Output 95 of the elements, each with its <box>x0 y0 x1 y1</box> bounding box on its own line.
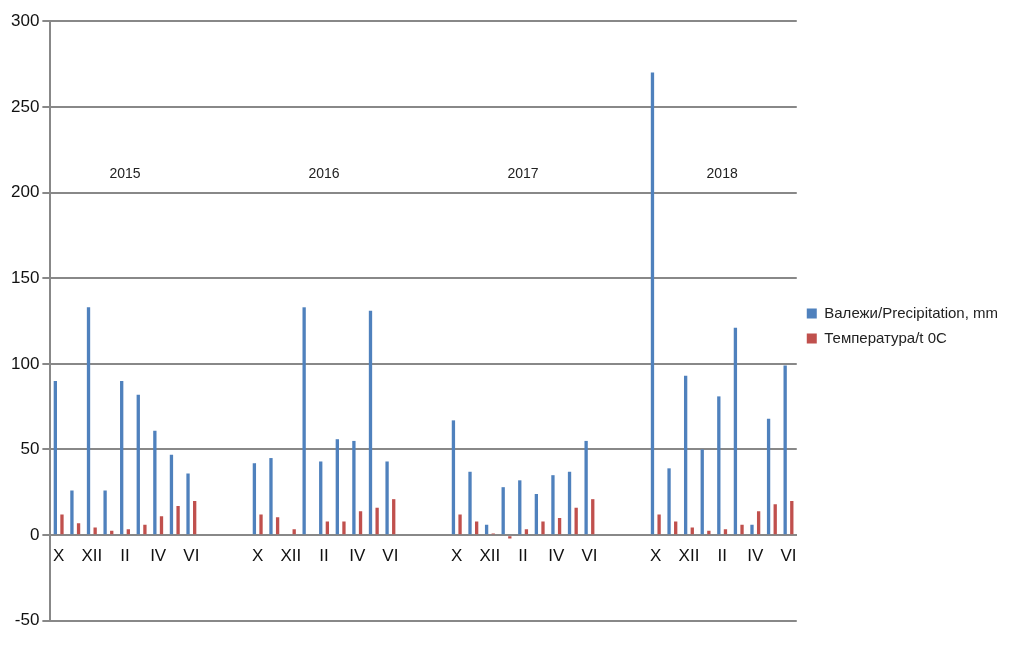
bar <box>541 521 545 535</box>
bar <box>474 521 479 535</box>
bar <box>451 420 456 535</box>
bar <box>76 523 81 535</box>
x-tick-label: IV <box>747 546 764 566</box>
y-tick-label: 0 <box>29 524 40 544</box>
bar <box>740 524 744 535</box>
bar <box>53 380 57 535</box>
bar <box>325 521 330 535</box>
x-tick-label: XII <box>678 546 700 566</box>
bar <box>269 458 273 535</box>
bar <box>717 396 721 535</box>
x-tick-label: VI <box>382 546 399 566</box>
bar <box>392 499 396 535</box>
bar <box>252 463 257 535</box>
x-tick-label: IV <box>150 546 167 566</box>
bar <box>136 394 140 535</box>
bar <box>302 307 306 535</box>
x-tick-label: X <box>52 546 65 566</box>
bar <box>790 500 794 535</box>
bar <box>584 440 588 535</box>
y-tick-label: 300 <box>10 10 40 30</box>
bar <box>657 514 661 535</box>
legend-label: Валежи/Precipitation, mm <box>824 303 999 321</box>
x-tick-label: X <box>451 546 463 566</box>
bar <box>143 524 147 535</box>
bar <box>567 471 572 535</box>
bar <box>368 310 373 535</box>
x-tick-label: II <box>319 546 329 566</box>
bar <box>534 494 539 535</box>
x-tick-label: II <box>518 546 528 566</box>
bar <box>766 418 771 535</box>
bar <box>193 500 197 535</box>
bar <box>458 514 462 535</box>
y-tick-label: 100 <box>10 353 40 373</box>
bar <box>707 530 711 535</box>
bar <box>159 516 164 535</box>
bar <box>733 327 738 535</box>
annotation: 2016 <box>308 164 340 181</box>
y-tick-label: 250 <box>10 96 40 116</box>
bar <box>319 461 323 535</box>
bar <box>375 507 379 535</box>
bar <box>468 471 472 535</box>
legend-label: Температура/t 0C <box>824 328 947 346</box>
x-tick-label: VI <box>183 546 200 566</box>
x-tick-label: XII <box>479 546 501 566</box>
annotation: 2015 <box>109 164 141 181</box>
bar <box>259 514 263 535</box>
bar <box>385 461 389 535</box>
x-tick-label: X <box>650 546 662 566</box>
bar <box>591 499 595 535</box>
bar <box>667 468 671 535</box>
bar <box>674 521 678 535</box>
bar <box>93 527 97 535</box>
bar <box>683 375 688 535</box>
y-tick-label: 50 <box>20 439 40 459</box>
y-tick-label: 200 <box>10 182 40 202</box>
bar <box>352 440 356 535</box>
bar <box>750 524 754 535</box>
bar <box>120 380 124 535</box>
x-tick-label: II <box>120 546 130 566</box>
bar <box>169 454 174 535</box>
x-tick-label: II <box>717 546 727 566</box>
y-tick-label: -50 <box>14 610 40 630</box>
bar <box>186 473 190 535</box>
bar <box>103 490 107 535</box>
bar <box>86 307 91 535</box>
bar <box>501 487 505 535</box>
x-tick-label: X <box>252 546 264 566</box>
x-tick-label: VI <box>780 546 797 566</box>
bar <box>70 490 74 535</box>
annotation: 2017 <box>507 164 539 181</box>
bar <box>783 365 787 535</box>
bar <box>700 449 704 535</box>
bar <box>773 504 777 535</box>
bar <box>358 511 363 535</box>
x-tick-label: XII <box>81 546 103 566</box>
x-tick-label: VI <box>581 546 598 566</box>
x-tick-label: IV <box>349 546 366 566</box>
y-tick-label: 150 <box>10 267 40 287</box>
bar <box>176 506 180 535</box>
annotation: 2018 <box>706 164 738 181</box>
bar <box>342 521 346 535</box>
bar <box>60 514 64 535</box>
x-tick-label: XII <box>280 546 302 566</box>
bar <box>335 439 339 535</box>
bar <box>756 511 761 535</box>
bar <box>690 527 694 535</box>
bar <box>650 72 655 535</box>
bar <box>551 475 555 535</box>
bar <box>275 517 280 535</box>
bar <box>518 480 522 535</box>
bar <box>508 536 512 539</box>
bar <box>153 430 157 535</box>
x-tick-label: IV <box>548 546 565 566</box>
